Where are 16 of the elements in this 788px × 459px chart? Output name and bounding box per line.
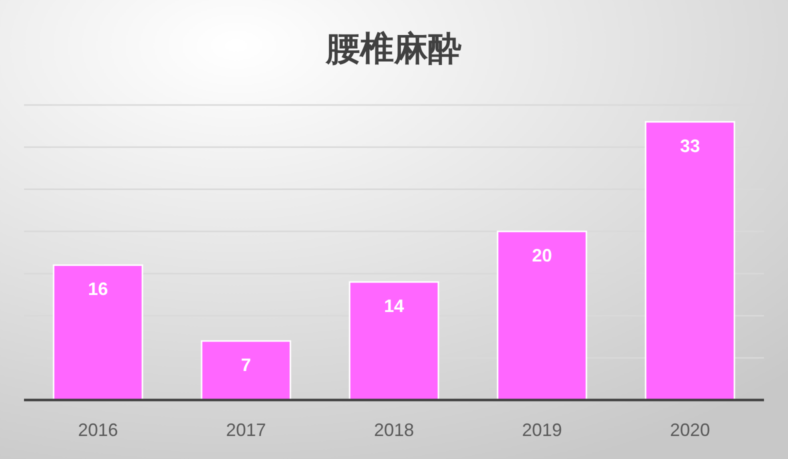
bar: [52, 264, 144, 401]
bar: [200, 340, 292, 401]
bar: [348, 281, 440, 401]
x-tick-label: 2016: [78, 420, 118, 440]
x-tick-label: 2020: [670, 420, 710, 440]
data-label: 7: [240, 355, 252, 375]
bar: [496, 230, 588, 401]
data-label: 16: [88, 279, 108, 300]
data-label: 20: [532, 245, 552, 266]
chart-title: 腰椎麻酔: [325, 30, 462, 68]
x-tick-label: 2018: [374, 420, 414, 440]
x-tick-label: 2017: [226, 420, 266, 440]
data-label: 33: [680, 136, 700, 156]
x-tick-label: 2019: [522, 420, 562, 440]
bar: [644, 121, 736, 401]
data-label: 14: [384, 296, 404, 316]
